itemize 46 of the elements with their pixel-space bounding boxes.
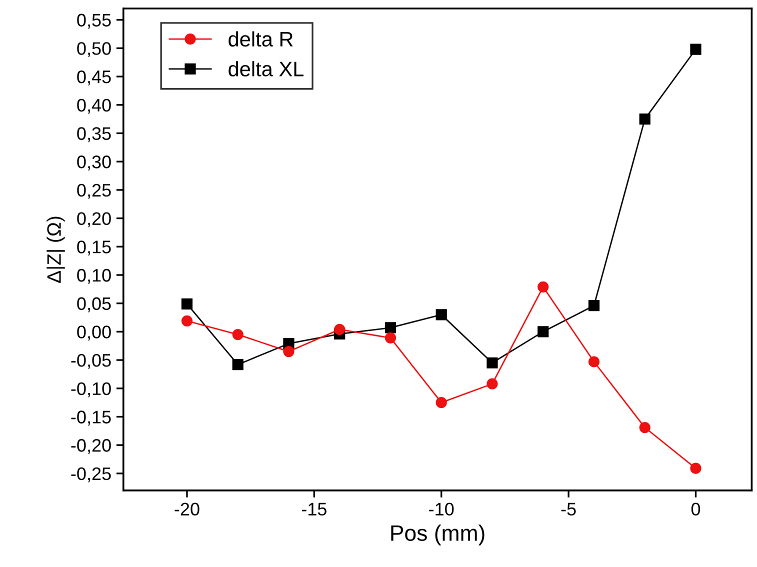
x-tick-label: -20 [174, 502, 200, 516]
point [181, 315, 193, 326]
y-tick-label: 0,35 [77, 127, 111, 142]
y-tick-label: 0,05 [77, 297, 111, 312]
y-tick-label: -0,25 [71, 467, 111, 482]
y-tick-label: 0,30 [77, 156, 111, 170]
y-axis-title: Δ|Z| (Ω) [46, 216, 65, 283]
point [232, 328, 244, 340]
x-tick-label: -10 [429, 502, 454, 516]
y-tick-label: -0,20 [71, 439, 111, 454]
point [690, 44, 702, 55]
point [283, 346, 294, 358]
y-tick-label: 0,50 [77, 42, 111, 58]
point [639, 422, 650, 434]
y-tick-label: 0,45 [77, 70, 111, 86]
point [436, 397, 447, 408]
point [384, 332, 396, 344]
y-tick-label: 0,15 [77, 240, 111, 256]
x-tick-label: -15 [302, 502, 326, 516]
point [690, 462, 702, 474]
y-tick-label: 0,55 [77, 14, 111, 29]
legend-label: delta XL [228, 61, 304, 76]
point [639, 114, 650, 125]
point [181, 298, 193, 310]
y-tick-label: 0,40 [77, 98, 111, 114]
x-tick-label: 0 [691, 502, 700, 516]
x-axis-title: Pos (mm) [391, 524, 484, 546]
point [486, 357, 498, 368]
point [588, 300, 600, 312]
point [232, 359, 244, 370]
point [588, 356, 600, 368]
point [538, 281, 549, 292]
y-tick-label: 0,00 [77, 326, 111, 341]
y-tick-label: -0,15 [71, 410, 111, 426]
point [334, 324, 346, 335]
point [538, 326, 549, 338]
point [384, 322, 396, 334]
y-tick-label: -0,05 [71, 354, 111, 369]
legend-label: delta R [228, 31, 293, 47]
point [436, 309, 447, 320]
x-tick-label: -5 [561, 502, 576, 516]
y-tick-label: 0,10 [77, 268, 111, 284]
y-tick-label: 0,25 [77, 184, 111, 199]
y-tick-label: -0,10 [71, 382, 111, 398]
point [486, 378, 498, 390]
y-tick-label: 0,20 [77, 212, 111, 228]
